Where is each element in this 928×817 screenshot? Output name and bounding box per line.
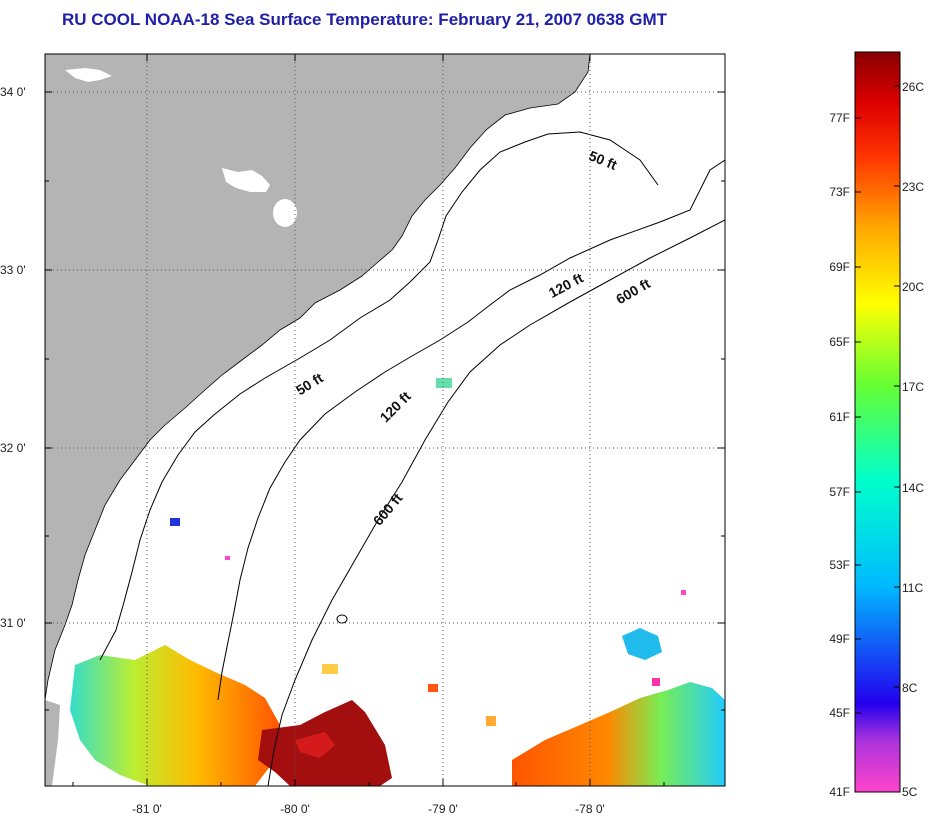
colorbar-label-8c: 8C xyxy=(902,681,918,695)
inland-lake-3 xyxy=(65,68,112,82)
sst-patch-southwest xyxy=(70,645,280,786)
lat-label-32: 32 0' xyxy=(0,441,26,455)
colorbar-label-41f: 41F xyxy=(829,785,850,799)
colorbar-label-17c: 17C xyxy=(902,380,924,394)
colorbar-ticks xyxy=(855,85,900,714)
sst-speck-4 xyxy=(170,518,180,526)
sst-patch-red-small xyxy=(295,732,335,758)
lon-label-81: -81 0' xyxy=(132,802,162,816)
contour-50ft xyxy=(99,131,659,661)
colorbar-label-53f: 53F xyxy=(829,558,850,572)
lat-label-34: 34 0' xyxy=(0,85,26,99)
sst-speck-6 xyxy=(681,590,686,595)
contour-600ft xyxy=(267,219,725,786)
lon-label-78: -78 0' xyxy=(575,802,605,816)
lat-label-31: 31 0' xyxy=(0,616,26,630)
colorbar-label-57f: 57F xyxy=(829,485,850,499)
lon-label-79: -79 0' xyxy=(428,802,458,816)
graticule xyxy=(45,54,725,786)
sst-speck-3 xyxy=(322,664,338,674)
lon-label-80: -80 0' xyxy=(280,802,310,816)
land-mass-south xyxy=(45,700,60,786)
colorbar-label-45f: 45F xyxy=(829,706,850,720)
lat-label-33: 33 0' xyxy=(0,263,26,277)
map-title: RU COOL NOAA-18 Sea Surface Temperature:… xyxy=(62,10,667,29)
contour-120ft xyxy=(217,159,725,701)
map-frame xyxy=(44,53,726,787)
coastline xyxy=(45,54,591,701)
colorbar-label-69f: 69F xyxy=(829,260,850,274)
colorbar-label-61f: 61F xyxy=(829,410,850,424)
sst-patch-southeast xyxy=(512,682,725,786)
sst-speck-2 xyxy=(486,716,496,726)
colorbar-label-77f: 77F xyxy=(829,111,850,125)
inland-lake-2 xyxy=(273,199,297,227)
sst-speck-1 xyxy=(428,684,438,692)
land-mass xyxy=(45,54,590,700)
axis-ticks xyxy=(45,54,725,786)
colorbar xyxy=(854,51,901,793)
colorbar-label-5c: 5C xyxy=(902,785,918,799)
colorbar-label-11c: 11C xyxy=(902,581,923,595)
colorbar-label-26c: 26C xyxy=(902,80,924,94)
inland-lake xyxy=(222,168,270,192)
colorbar-label-14c: 14C xyxy=(902,481,924,495)
colorbar-label-23c: 23C xyxy=(902,180,924,194)
colorbar-label-65f: 65F xyxy=(829,335,850,349)
sst-speck-7 xyxy=(225,556,230,560)
sst-speck-5 xyxy=(652,678,660,686)
colorbar-label-20c: 20C xyxy=(902,280,924,294)
sst-patch-mid xyxy=(436,378,452,388)
colorbar-label-73f: 73F xyxy=(829,185,850,199)
sst-patch-east-small xyxy=(622,628,662,660)
colorbar-label-49f: 49F xyxy=(829,632,850,646)
